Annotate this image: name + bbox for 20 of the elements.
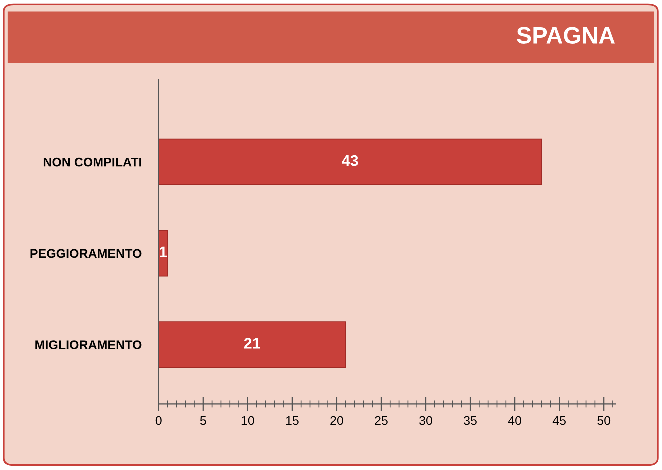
data-label: 43 <box>342 155 358 166</box>
x-tick-label: 40 <box>508 416 522 426</box>
chart-title: SPAGNA <box>517 27 616 44</box>
x-tick-label: 15 <box>286 416 299 426</box>
bar <box>158 322 346 368</box>
x-tick-label: 30 <box>420 416 432 426</box>
x-tick-label: 10 <box>242 416 254 426</box>
y-tick-label: NON COMPILATI <box>44 158 142 167</box>
y-tick-label: PEGGIORAMENTO <box>30 249 142 258</box>
y-tick-label: MIGLIORAMENTO <box>36 340 142 350</box>
x-tick-label: 35 <box>464 416 477 426</box>
x-tick-label: 45 <box>552 416 566 426</box>
bar <box>158 138 542 186</box>
x-tick-label: 5 <box>200 416 206 426</box>
data-label: 1 <box>160 246 168 258</box>
x-tick-label: 0 <box>156 416 162 426</box>
x-tick-label: 50 <box>598 416 611 426</box>
data-label: 21 <box>244 338 260 349</box>
x-tick-label: 25 <box>375 416 388 426</box>
x-tick-label: 20 <box>330 416 344 426</box>
